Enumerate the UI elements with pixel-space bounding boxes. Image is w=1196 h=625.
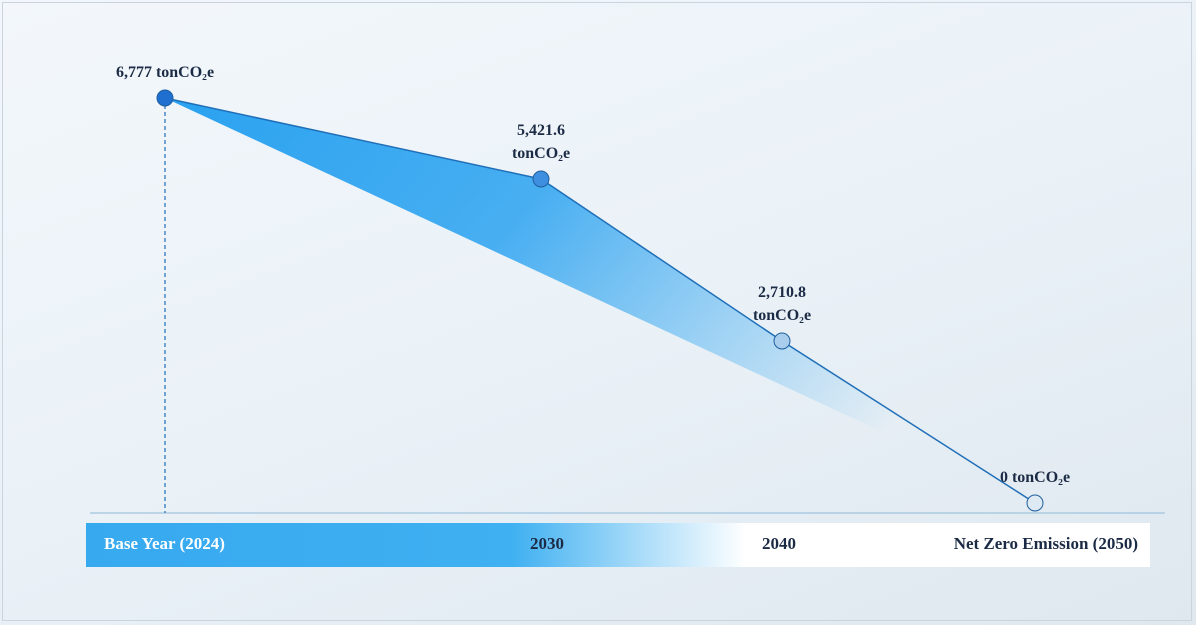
timeline-bar <box>86 523 1150 567</box>
point <box>1026 494 1044 512</box>
point <box>156 89 174 107</box>
value-label: 0 tonCO₂e <box>999 469 1071 486</box>
point <box>773 332 791 350</box>
point <box>532 170 550 188</box>
x-tick-label: 2040 <box>762 534 796 553</box>
x-tick-label: 2030 <box>530 534 564 553</box>
value-label: 5,421.6 tonCO₂e <box>511 122 571 162</box>
value-label: 6,777 tonCO₂e <box>115 64 215 81</box>
x-tick-label: Base Year (2024) <box>104 534 225 553</box>
value-label: 2,710.8 tonCO₂e <box>752 284 812 324</box>
line <box>164 97 1036 504</box>
area <box>165 98 1035 503</box>
x-tick-label: Net Zero Emission (2050) <box>953 534 1138 553</box>
